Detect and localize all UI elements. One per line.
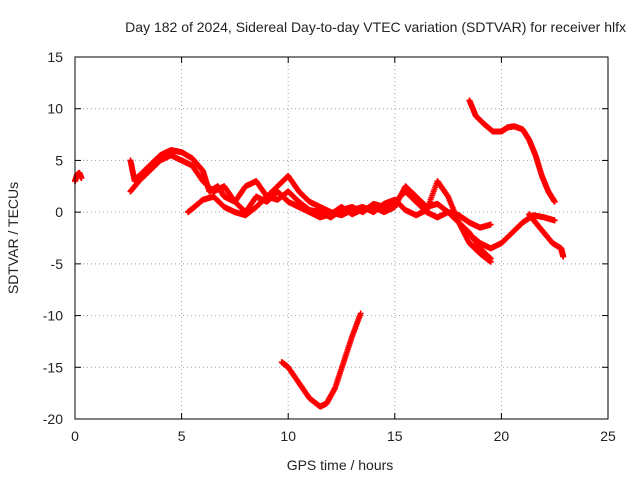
y-tick-label: 5 — [55, 152, 63, 168]
axis-ticks: 0 5 10 15 20 25 -20 -15 -10 -5 0 5 10 15 — [43, 49, 616, 444]
series-track-g — [466, 97, 558, 205]
y-tick-label: 0 — [55, 204, 63, 220]
data-point — [487, 221, 494, 228]
y-tick-label: -10 — [43, 308, 63, 324]
chart-title: Day 182 of 2024, Sidereal Day-to-day VTE… — [125, 19, 626, 35]
data-point — [78, 175, 85, 182]
x-tick-label: 0 — [71, 428, 79, 444]
x-tick-label: 15 — [387, 428, 403, 444]
series-track-f — [526, 211, 567, 260]
data-point — [357, 310, 364, 317]
y-tick-label: 15 — [47, 49, 63, 65]
series-track-c — [127, 152, 494, 262]
plot-frame — [74, 56, 609, 420]
series-track-d — [184, 172, 494, 265]
y-tick-label: 10 — [47, 101, 63, 117]
data-point — [551, 198, 558, 205]
x-tick-label: 5 — [178, 428, 186, 444]
data-point — [487, 258, 494, 265]
y-tick-label: -15 — [43, 359, 63, 375]
data-point — [551, 217, 558, 224]
y-tick-label: -5 — [51, 256, 64, 272]
x-tick-label: 20 — [494, 428, 510, 444]
series-track-a — [72, 169, 85, 185]
x-axis-label: GPS time / hours — [287, 457, 394, 473]
x-tick-label: 10 — [280, 428, 296, 444]
y-tick-label: -20 — [43, 411, 63, 427]
y-axis-label: SDTVAR / TECUs — [5, 182, 21, 294]
data-point — [560, 253, 567, 260]
series-track-h — [278, 310, 364, 410]
x-tick-label: 25 — [600, 428, 616, 444]
data-points — [72, 97, 567, 410]
